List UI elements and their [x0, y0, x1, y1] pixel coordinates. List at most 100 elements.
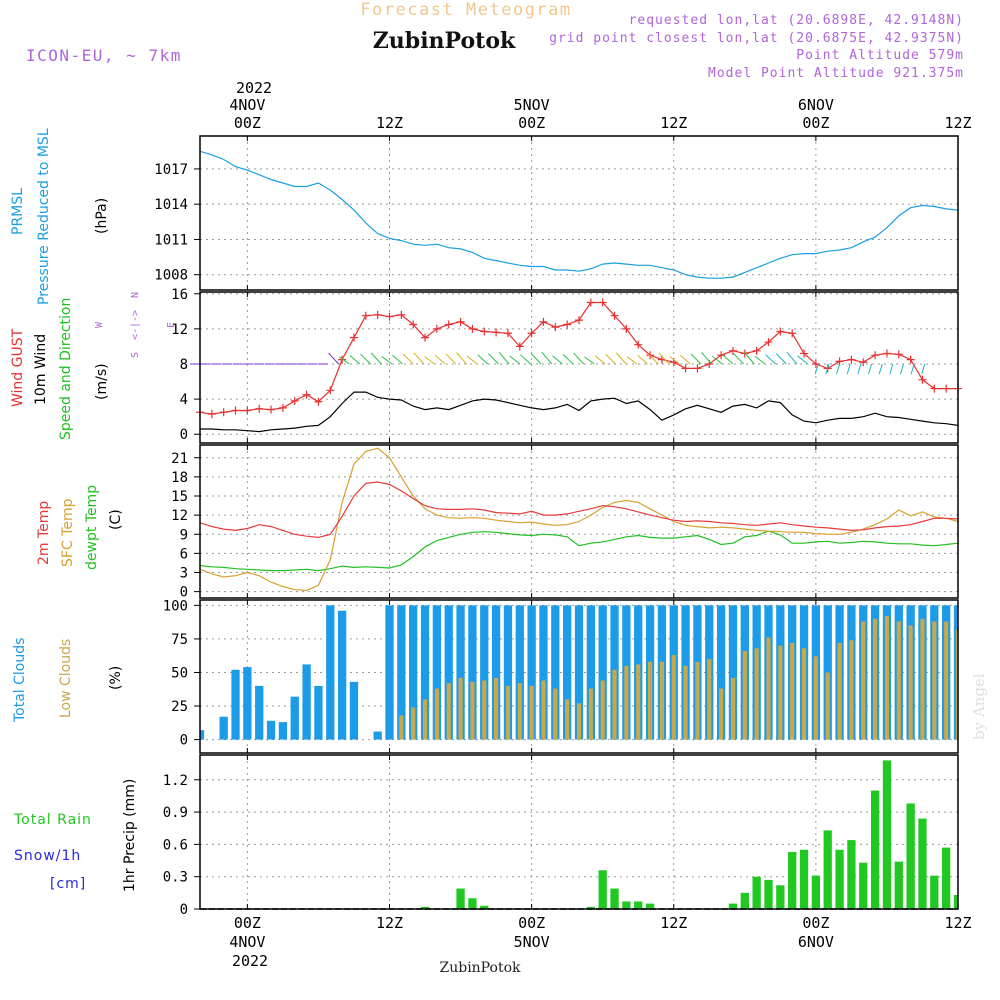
wind-arrow [836, 363, 841, 375]
y-tick-label: 1008 [154, 268, 188, 284]
chart-title: Forecast Meteogram [360, 0, 571, 20]
total-cloud-bar [349, 681, 359, 740]
rain-bar [764, 879, 773, 909]
total-cloud-bar [716, 605, 726, 740]
y-tick-label: 8 [180, 357, 188, 373]
pressure-side-label: PRMSL Pressure Reduced to MSL (hPa) [10, 128, 110, 305]
rain-bar [835, 849, 844, 909]
rain-bar [740, 892, 749, 909]
rain-bar [634, 901, 643, 909]
low-cloud-bar [695, 661, 700, 740]
gust-marker [207, 410, 216, 419]
gust-marker [503, 329, 512, 338]
low-cloud-bar [932, 621, 937, 740]
y-tick-label: 12 [171, 322, 188, 338]
wind-arrow [328, 352, 339, 365]
temp2m-label: 2m Temp [36, 501, 52, 565]
gust-marker [800, 349, 809, 358]
dewpt-label: dewpt Temp [84, 485, 100, 570]
low-cloud-bar [813, 656, 818, 740]
rain-bar [930, 875, 939, 909]
y-tick-label: 4 [180, 392, 188, 408]
cloud-side-label: Total Clouds Low Clouds (%) [12, 638, 124, 723]
bottom-day-label: 6NOV [798, 933, 834, 951]
wind-arrow [754, 355, 766, 365]
total-cloud-bar [385, 605, 394, 740]
wind-arrow [509, 355, 521, 365]
total-cloud-bar [266, 720, 276, 740]
gust-marker [278, 403, 287, 412]
top-hour-label: 12Z [660, 114, 687, 132]
low-cloud-bar [434, 688, 439, 740]
gust-marker [468, 324, 477, 333]
gust-marker [882, 349, 891, 358]
sfctemp-label: SFC Temp [60, 498, 76, 567]
low-cloud-bar [955, 629, 958, 740]
low-cloud-bar [529, 685, 534, 740]
gust-marker [349, 333, 358, 342]
total-cloud-bar [337, 610, 347, 740]
low-cloud-bar [730, 677, 736, 740]
wind-arrow [857, 363, 862, 375]
panel-precip: 0 0.3 0.6 0.9 1.2 [163, 755, 974, 918]
wind-arrow [381, 356, 393, 365]
hpa-unit: (hPa) [94, 198, 110, 234]
wind-arrow [338, 356, 350, 365]
wind-arrow [488, 353, 499, 365]
low-cloud-bar [742, 651, 747, 740]
top-hour-label: 12Z [376, 114, 403, 132]
wind-arrow [434, 354, 446, 365]
y-tick-label: 75 [171, 632, 188, 648]
total-cloud-bar [409, 605, 418, 740]
y-tick-label: 21 [171, 451, 188, 467]
wind-speed-line [200, 391, 958, 433]
low-clouds-label: Low Clouds [58, 639, 74, 718]
gust-marker [480, 327, 489, 336]
rain-bar [728, 903, 738, 909]
precip-side-label: Total Rain Snow/1h [cm] 1hr Precip (mm) [13, 779, 138, 892]
rain-bar [847, 840, 856, 909]
ms-unit: (m/s) [94, 363, 110, 400]
wind-arrow [921, 363, 926, 375]
credit-watermark: by Angel [970, 673, 988, 740]
gust-marker [373, 310, 382, 319]
wind-arrow [900, 363, 904, 375]
total-cloud-bar [468, 605, 477, 740]
rain-bar [480, 905, 489, 909]
gust-marker [255, 404, 264, 413]
total-cloud-bar [551, 605, 560, 740]
compass-west: W [94, 321, 105, 328]
panel-frame [199, 444, 959, 599]
rain-bar [586, 906, 595, 909]
wind-arrow [605, 353, 617, 365]
gust-marker [859, 358, 868, 367]
gust-marker [290, 396, 299, 405]
wind-arrow [392, 354, 403, 365]
wind-arrow [456, 352, 467, 365]
model-altitude: Model Point Altitude 921.375m [708, 66, 964, 81]
rain-bar [776, 885, 785, 909]
total-cloud-bar [326, 605, 335, 740]
compass-north: N [130, 292, 141, 298]
gust-marker [539, 317, 548, 326]
pressure-line [200, 150, 958, 279]
wind-arrow [413, 352, 425, 365]
wind-arrow [680, 354, 691, 365]
wind-arrow [690, 353, 702, 365]
rain-bar [966, 907, 974, 909]
celsius-unit: (C) [108, 509, 124, 530]
low-cloud-bar [399, 715, 404, 740]
wind-arrow [637, 355, 649, 365]
wind-arrow [530, 353, 542, 365]
rain-bar [788, 851, 797, 909]
low-cloud-bar [588, 688, 593, 740]
total-cloud-bar [314, 685, 323, 740]
wind-arrow [722, 354, 734, 365]
gust-marker [302, 390, 311, 399]
rain-bar [918, 818, 927, 909]
total-cloud-bar [480, 605, 489, 740]
low-cloud-bar [494, 677, 499, 740]
low-cloud-bar [920, 618, 925, 740]
top-hour-label: 00Z [802, 114, 829, 132]
